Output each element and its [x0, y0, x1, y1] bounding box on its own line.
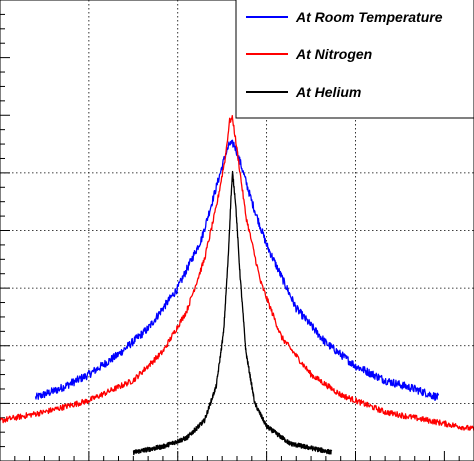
legend-label-room-temperature: At Room Temperature	[295, 9, 443, 25]
legend: At Room Temperature At Nitrogen At Heliu…	[235, 0, 474, 119]
legend-label-helium: At Helium	[295, 84, 361, 100]
series-curves	[0, 114, 474, 456]
series-line-1	[0, 114, 474, 431]
series-line-0	[34, 139, 440, 401]
legend-label-nitrogen: At Nitrogen	[295, 46, 372, 62]
series-line-2	[132, 170, 333, 456]
legend-box	[235, 0, 474, 119]
